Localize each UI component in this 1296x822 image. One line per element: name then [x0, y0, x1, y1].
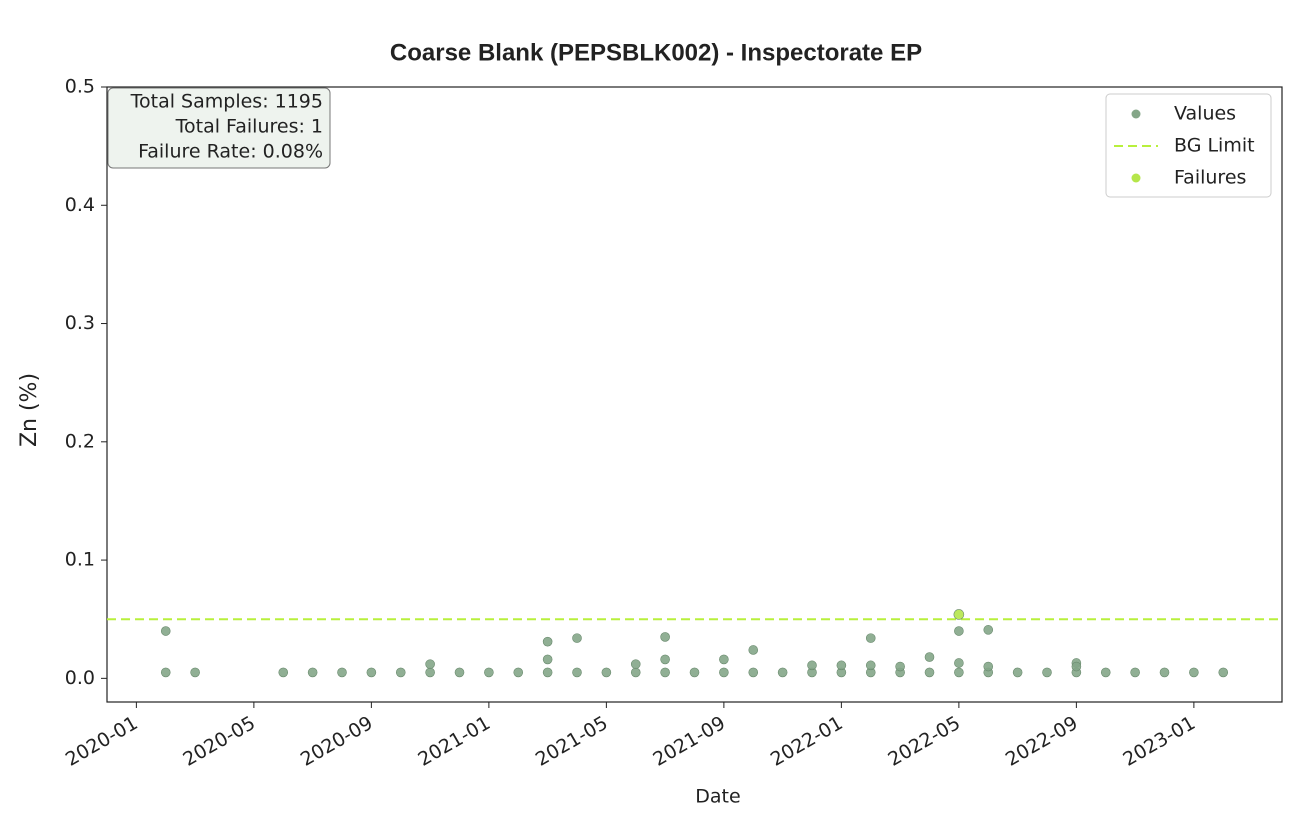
value-point [337, 667, 347, 678]
value-point [719, 667, 729, 678]
y-tick-label: 0.2 [65, 430, 95, 452]
stats-text: Failure Rate: 0.08% [138, 141, 323, 163]
x-tick-label: 2021-09 [649, 712, 729, 771]
x-tick-label: 2021-05 [532, 712, 612, 771]
x-tick-label: 2021-01 [414, 712, 494, 771]
value-point [1159, 667, 1170, 678]
value-point [983, 661, 994, 672]
value-point [689, 667, 700, 678]
value-point [1071, 661, 1082, 672]
value-point [924, 652, 935, 662]
x-tick-label: 2022-05 [884, 712, 964, 771]
value-point [278, 667, 289, 678]
y-tick-label: 0.3 [65, 312, 95, 334]
value-point [572, 667, 582, 678]
value-point [660, 632, 670, 642]
x-tick-label: 2020-09 [297, 712, 377, 771]
value-point [542, 654, 553, 665]
value-point [630, 659, 641, 669]
value-point [630, 667, 641, 678]
value-point [542, 667, 553, 678]
x-tick-label: 2022-09 [1002, 712, 1082, 771]
value-point [719, 654, 729, 665]
x-axis-label: Date [695, 786, 740, 808]
value-point [660, 667, 670, 678]
x-tick-label: 2023-01 [1119, 712, 1199, 771]
value-point [983, 625, 994, 635]
value-point [1218, 667, 1229, 678]
plot-area [106, 86, 1283, 703]
y-tick-label: 0.1 [65, 549, 95, 571]
value-point [954, 658, 964, 668]
value-point [807, 660, 817, 671]
value-point [1130, 667, 1140, 678]
y-axis-label: Zn (%) [17, 373, 42, 447]
value-point [1042, 667, 1052, 678]
y-tick-label: 0.0 [65, 667, 95, 689]
value-point [425, 659, 435, 669]
x-tick-label: 2020-01 [62, 712, 142, 771]
legend-box [1105, 93, 1272, 198]
value-point [865, 660, 876, 671]
value-point [484, 667, 494, 678]
value-point [954, 626, 964, 636]
legend-label: BG Limit [1174, 135, 1255, 157]
value-point [513, 667, 524, 678]
legend-label: Failures [1174, 167, 1246, 189]
value-point [954, 667, 964, 678]
legend-label: Values [1174, 103, 1236, 125]
value-point [160, 626, 171, 636]
value-point [1012, 667, 1023, 678]
value-point [748, 667, 759, 678]
stats-box [107, 87, 331, 169]
stats-text: Total Failures: 1 [175, 116, 323, 138]
value-point [895, 661, 905, 672]
value-point [307, 667, 318, 678]
value-point [190, 667, 200, 678]
value-point [836, 660, 847, 671]
y-tick-label: 0.5 [65, 76, 95, 98]
legend-marker [1131, 173, 1141, 183]
value-point [865, 633, 876, 643]
value-point [454, 667, 465, 678]
value-point [572, 633, 582, 643]
y-tick-label: 0.4 [65, 194, 95, 216]
value-point [601, 667, 612, 678]
value-point [777, 667, 788, 678]
value-point [924, 667, 935, 678]
value-point [542, 636, 553, 647]
x-tick-label: 2022-01 [767, 712, 847, 771]
failure-point [953, 609, 965, 620]
value-point [748, 645, 759, 655]
value-point [366, 667, 377, 678]
value-point [1189, 667, 1199, 678]
value-point [660, 654, 670, 665]
x-tick-label: 2020-05 [179, 712, 259, 771]
chart-title: Coarse Blank (PEPSBLK002) - Inspectorate… [390, 39, 922, 66]
legend-marker [1131, 109, 1141, 119]
value-point [425, 667, 435, 678]
value-point [395, 667, 406, 678]
stats-text: Total Samples: 1195 [130, 91, 323, 113]
value-point [160, 667, 171, 678]
value-point [1100, 667, 1111, 678]
